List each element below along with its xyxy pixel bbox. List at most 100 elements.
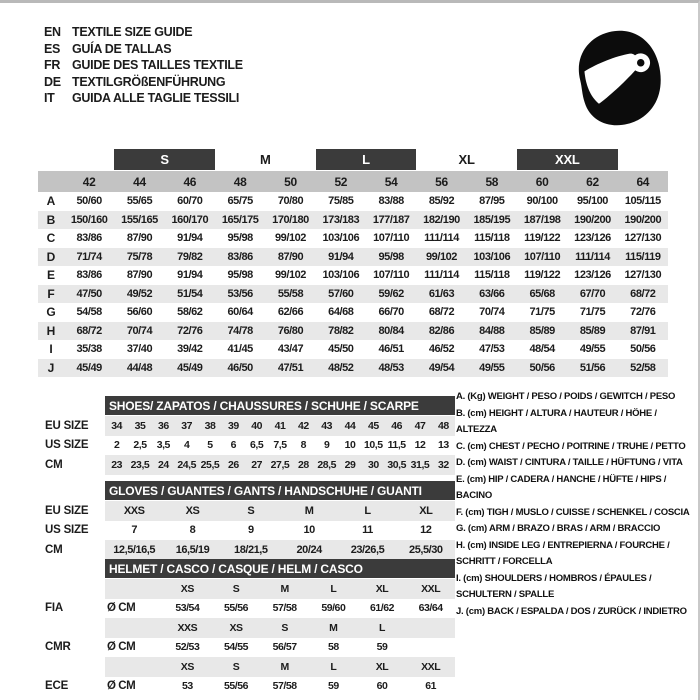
size-column-header-row: 42 44 46 48 50 52 54 56 58 60 62 64 [38, 171, 668, 192]
shoes-cell: 25,5 [200, 458, 220, 471]
textile-cell: 68/72 [76, 324, 103, 337]
helmet-cm-cells: Ø CM 53/54 55/56 57/58 59/60 61/62 63/64 [105, 599, 455, 619]
shoes-cell: 43 [321, 419, 333, 432]
textile-cell: 37/40 [126, 343, 153, 356]
textile-cell: 70/74 [479, 306, 505, 319]
helmet-size-cell: M [329, 621, 338, 634]
textile-cell: 49/55 [479, 361, 505, 374]
textile-cell: 72/76 [630, 306, 656, 319]
gloves-title-bar: GLOVES / GUANTES / GANTS / HANDSCHUHE / … [105, 481, 455, 500]
shoes-cell: 10 [344, 439, 356, 452]
helmet-size-cell: S [232, 582, 240, 595]
textile-cell: 99/102 [275, 232, 306, 245]
textile-table-body: A 50/60 55/65 60/70 65/75 70/80 75/85 83/88 85/9… [38, 192, 668, 377]
language-row: ES GUÍA DE TALLAS [44, 41, 243, 58]
textile-cell: 57/60 [328, 287, 354, 300]
shoes-cells: 34 35 36 37 38 39 40 41 42 43 44 45 46 47 48 [105, 416, 455, 436]
legend-item: F. (cm) TIGH / MUSLO / CUISSE / SCHENKEL… [456, 506, 690, 518]
textile-cell: 68/72 [630, 287, 656, 300]
textile-cell: 60/70 [177, 195, 203, 208]
textile-cell: 39/42 [177, 343, 203, 356]
helmet-cm-cell: 54/55 [223, 641, 248, 654]
textile-cell: 85/89 [529, 324, 556, 337]
textile-cell: 87/90 [277, 250, 304, 263]
textile-cell: 35/38 [76, 343, 103, 356]
helmet-rows: XS S M L XL XXL FIA Ø CM 53/54 55/56 57/58 59/60 61/… [45, 579, 455, 696]
textile-row: J 45/49 44/48 45/49 46/50 47/51 48/52 48/53 49/5… [38, 358, 668, 377]
textile-cell: 50/56 [630, 343, 656, 356]
gloves-cell: 25,5/30 [409, 543, 443, 556]
textile-cell: 99/102 [275, 269, 306, 282]
textile-row: A 50/60 55/65 60/70 65/75 70/80 75/85 83/88 85/9… [38, 192, 668, 211]
helmet-size-cells: XS S M L XL XXL [105, 657, 455, 677]
row-letter: F [47, 286, 55, 301]
helmet-size-row: XS S M L XL XXL [45, 579, 455, 599]
textile-cell: 119/122 [524, 232, 561, 245]
standard-label: FIA [45, 602, 63, 615]
textile-cell: 107/110 [524, 250, 561, 263]
textile-cell: 103/106 [473, 250, 511, 263]
row-label [45, 657, 105, 677]
shoes-cells: 2 2,5 3,5 4 5 6 6,5 7,5 8 9 10 10,5 11,5 12 13 [105, 436, 455, 456]
helmet-section: HELMET / CASCO / CASQUE / HELM / CASCO X… [45, 559, 455, 696]
diameter-label: Ø CM [107, 602, 136, 615]
textile-cell: 85/92 [428, 195, 455, 208]
legend-item: I. (cm) SHOULDERS / HOMBROS / ÉPAULES / … [456, 572, 652, 601]
row-label: EU SIZE [45, 419, 89, 432]
textile-cell: 46/52 [428, 343, 455, 356]
helmet-cm-cells: Ø CM 52/53 54/55 56/57 58 59 [105, 638, 455, 658]
textile-cell: 123/126 [574, 232, 611, 245]
textile-cell: 58/62 [177, 306, 203, 319]
measurement-legend: A. (Kg) WEIGHT / PESO / POIDS / GEWITCH … [456, 389, 696, 620]
size-column-header: 62 [586, 174, 599, 189]
language-label: TEXTILE SIZE GUIDE [72, 25, 193, 40]
textile-cell: 47/50 [76, 287, 103, 300]
helmet-size-row: XXS XS S M L [45, 618, 455, 638]
gloves-cell: 10 [303, 524, 315, 537]
size-column-header: 58 [485, 174, 499, 189]
gloves-cell: 12 [420, 524, 432, 537]
textile-cell: 160/170 [171, 213, 209, 226]
shoes-cell: 10,5 [364, 439, 383, 452]
row-letter: D [46, 249, 56, 264]
textile-cell: 105/115 [624, 195, 661, 208]
shoes-cell: 28,5 [317, 458, 336, 471]
shoes-cell: 11,5 [387, 439, 407, 452]
size-group-label: XL [458, 152, 475, 167]
gloves-cell: 23/26,5 [350, 543, 385, 556]
textile-cell: 56/60 [126, 306, 153, 319]
size-column-header: 44 [133, 174, 146, 189]
shoes-cell: 32 [437, 458, 449, 471]
textile-cell: 74/78 [227, 324, 254, 337]
helmet-cm-cell: 53 [181, 680, 193, 693]
gloves-cell: XXS [123, 504, 145, 517]
row-letter: E [46, 268, 55, 283]
textile-cell: 95/100 [577, 195, 608, 208]
shoes-row: EU SIZE 34 35 36 37 38 39 40 41 42 43 44 45 46 47 48 [45, 416, 455, 436]
helmet-title-bar: HELMET / CASCO / CASQUE / HELM / CASCO [105, 559, 455, 578]
textile-cell: 68/72 [428, 306, 455, 319]
language-label: GUIDA ALLE TAGLIE TESSILI [72, 91, 240, 106]
shoes-cell: 24 [157, 458, 169, 471]
size-column-header: 54 [384, 174, 398, 189]
helmet-cm-cell: 56/57 [272, 641, 297, 654]
helmet-size-cell: XS [229, 621, 243, 634]
textile-cell: 103/106 [322, 269, 360, 282]
textile-row: I 35/38 37/40 39/42 41/45 43/47 45/50 46/51 46/5… [38, 340, 668, 359]
helmet-cm-row: CMR Ø CM 52/53 54/55 56/57 58 59 [45, 638, 455, 658]
helmet-size-cell: XS [180, 582, 195, 595]
textile-cell: 83/88 [378, 195, 405, 208]
textile-cell: 115/118 [474, 269, 510, 282]
textile-cell: 80/84 [378, 324, 405, 337]
size-group-row: S M L XL XXL [38, 149, 668, 170]
row-label [45, 579, 105, 599]
textile-cell: 83/86 [227, 250, 254, 263]
helmet-cm-cell: 55/56 [223, 602, 248, 615]
textile-cell: 173/183 [322, 213, 360, 226]
shoes-cell: 2 [113, 439, 120, 452]
helmet-size-cell: S [232, 660, 240, 673]
language-code: EN [44, 25, 61, 40]
gloves-cell: S [247, 504, 255, 517]
textile-cell: 95/98 [227, 269, 254, 282]
helmet-cm-cell: 57/58 [272, 602, 297, 615]
